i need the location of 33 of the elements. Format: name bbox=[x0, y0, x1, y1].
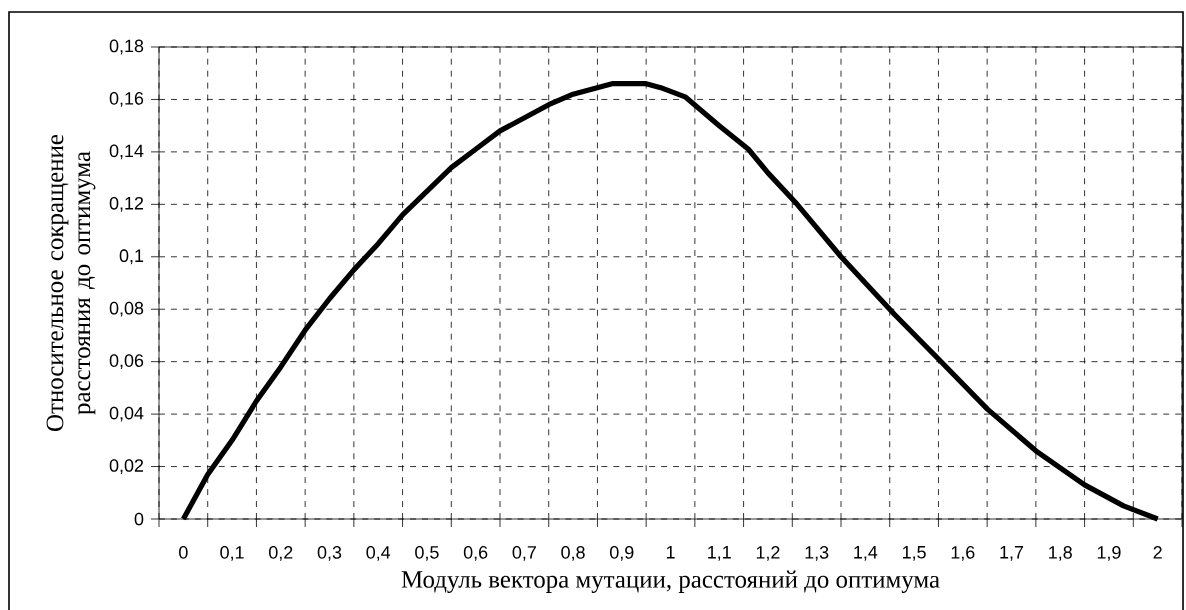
x-tick-label: 2 bbox=[1153, 546, 1162, 559]
x-tick-label: 1,1 bbox=[708, 546, 731, 561]
y-axis-title: Относительное сокращение расстояния до оптимума bbox=[46, 134, 96, 431]
y-tick-label: 0,14 bbox=[109, 144, 144, 160]
x-tick-label: 1,2 bbox=[756, 546, 780, 561]
x-tick-label: 1,5 bbox=[902, 546, 926, 561]
x-tick-label: 0,4 bbox=[366, 546, 391, 561]
y-tick-label: 0,1 bbox=[119, 249, 144, 265]
y-tick-label: 0,16 bbox=[109, 92, 144, 107]
x-tick-label: 0,8 bbox=[561, 546, 585, 561]
y-tick-label: 0,06 bbox=[109, 354, 144, 370]
x-tick-label: 1,9 bbox=[1097, 546, 1121, 561]
x-tick-label: 0,1 bbox=[220, 546, 244, 561]
x-tick-label: 1,6 bbox=[951, 546, 975, 561]
x-tick-label: 1 bbox=[666, 546, 675, 559]
x-tick-label: 1,7 bbox=[1000, 546, 1024, 561]
y-tick-label: 0,12 bbox=[109, 196, 144, 212]
x-tick-label: 1,4 bbox=[854, 546, 878, 561]
y-tick-label: 0,02 bbox=[109, 459, 144, 474]
x-tick-label: 0,9 bbox=[610, 546, 634, 561]
x-tick-label: 1,8 bbox=[1049, 546, 1072, 561]
x-tick-label: 0,7 bbox=[512, 546, 536, 561]
y-tick-label: 0,08 bbox=[109, 301, 144, 317]
x-tick-label: 0,5 bbox=[415, 546, 439, 561]
x-tick-label: 0,3 bbox=[317, 546, 342, 561]
y-tick-label: 0,04 bbox=[109, 406, 144, 422]
x-tick-label: 0 bbox=[179, 546, 188, 559]
x-tick-label: 1,3 bbox=[805, 546, 829, 561]
x-tick-label: 0,6 bbox=[463, 546, 488, 561]
x-axis-title: Модуль вектора мутации, расстояний до оптимума bbox=[401, 570, 940, 593]
y-tick-label: 0 bbox=[134, 512, 144, 526]
x-tick-label: 0,2 bbox=[269, 546, 293, 561]
y-tick-label: 0,18 bbox=[109, 39, 144, 55]
